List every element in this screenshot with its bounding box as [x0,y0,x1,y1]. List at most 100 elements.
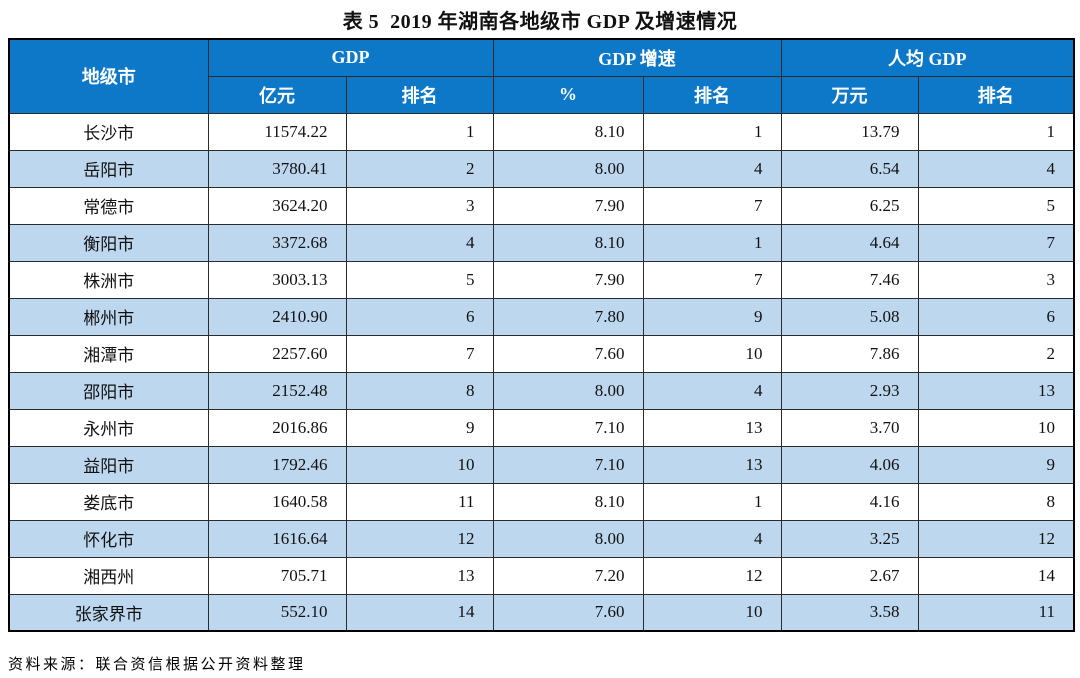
cell-growth: 8.00 [492,519,644,558]
cell-growth-rank: 7 [642,186,782,225]
col-header-gdp-unit: 亿元 [207,75,347,114]
cell-gdp-rank: 4 [345,223,494,262]
cell-growth: 7.60 [492,593,644,632]
table-row: 湘西州 705.71 13 7.20 12 2.67 14 [8,556,1075,595]
cell-per-capita-rank: 10 [917,408,1075,447]
table-row: 衡阳市 3372.68 4 8.10 1 4.64 7 [8,223,1075,262]
cell-per-capita: 6.25 [780,186,919,225]
cell-per-capita: 2.93 [780,371,919,410]
cell-per-capita-rank: 8 [917,482,1075,521]
cell-gdp-rank: 5 [345,260,494,299]
cell-growth: 7.20 [492,556,644,595]
cell-growth: 8.00 [492,149,644,188]
cell-city: 株洲市 [8,260,209,299]
cell-growth: 7.80 [492,297,644,336]
col-header-per-capita-unit: 万元 [780,75,919,114]
cell-city: 常德市 [8,186,209,225]
cell-per-capita: 13.79 [780,112,919,151]
cell-per-capita-rank: 4 [917,149,1075,188]
table-row: 岳阳市 3780.41 2 8.00 4 6.54 4 [8,149,1075,188]
cell-city: 郴州市 [8,297,209,336]
cell-per-capita-rank: 7 [917,223,1075,262]
cell-gdp-rank: 14 [345,593,494,632]
cell-gdp-rank: 11 [345,482,494,521]
table-row: 张家界市 552.10 14 7.60 10 3.58 11 [8,593,1075,632]
cell-city: 怀化市 [8,519,209,558]
col-header-per-capita-rank: 排名 [917,75,1075,114]
cell-per-capita: 5.08 [780,297,919,336]
table-row: 永州市 2016.86 9 7.10 13 3.70 10 [8,408,1075,447]
cell-growth: 8.10 [492,112,644,151]
cell-gdp-rank: 8 [345,371,494,410]
cell-growth-rank: 1 [642,223,782,262]
cell-city: 娄底市 [8,482,209,521]
cell-gdp: 1616.64 [207,519,347,558]
cell-per-capita-rank: 6 [917,297,1075,336]
cell-growth: 8.10 [492,482,644,521]
source-note: 资料来源：联合资信根据公开资料整理 [8,657,306,673]
col-header-gdp-rank: 排名 [345,75,494,114]
table-row: 株洲市 3003.13 5 7.90 7 7.46 3 [8,260,1075,299]
gdp-table: 地级市 GDP GDP 增速 人均 GDP 亿元 排名 % 排名 万元 排名 长… [8,38,1076,632]
table-row: 邵阳市 2152.48 8 8.00 4 2.93 13 [8,371,1075,410]
cell-growth-rank: 10 [642,334,782,373]
cell-per-capita: 7.46 [780,260,919,299]
table-row: 郴州市 2410.90 6 7.80 9 5.08 6 [8,297,1075,336]
cell-city: 湘潭市 [8,334,209,373]
cell-gdp-rank: 9 [345,408,494,447]
col-header-growth-rank: 排名 [642,75,782,114]
cell-growth-rank: 4 [642,149,782,188]
table-row: 益阳市 1792.46 10 7.10 13 4.06 9 [8,445,1075,484]
cell-city: 衡阳市 [8,223,209,262]
cell-per-capita: 6.54 [780,149,919,188]
cell-gdp-rank: 2 [345,149,494,188]
cell-growth-rank: 4 [642,519,782,558]
cell-gdp: 1792.46 [207,445,347,484]
cell-per-capita-rank: 14 [917,556,1075,595]
table-row: 怀化市 1616.64 12 8.00 4 3.25 12 [8,519,1075,558]
cell-growth: 7.60 [492,334,644,373]
cell-gdp: 552.10 [207,593,347,632]
cell-per-capita: 4.64 [780,223,919,262]
cell-growth: 7.90 [492,260,644,299]
cell-city: 邵阳市 [8,371,209,410]
cell-gdp: 2257.60 [207,334,347,373]
cell-gdp-rank: 1 [345,112,494,151]
cell-city: 岳阳市 [8,149,209,188]
table-header: 地级市 GDP GDP 增速 人均 GDP 亿元 排名 % 排名 万元 排名 [8,38,1075,114]
cell-gdp: 3003.13 [207,260,347,299]
col-header-gdp: GDP [207,38,494,77]
cell-gdp: 705.71 [207,556,347,595]
cell-city: 张家界市 [8,593,209,632]
cell-per-capita: 3.70 [780,408,919,447]
cell-growth-rank: 1 [642,482,782,521]
table-body: 长沙市 11574.22 1 8.10 1 13.79 1 岳阳市 3780.4… [8,112,1075,632]
table-row: 常德市 3624.20 3 7.90 7 6.25 5 [8,186,1075,225]
cell-per-capita-rank: 12 [917,519,1075,558]
table-row: 湘潭市 2257.60 7 7.60 10 7.86 2 [8,334,1075,373]
cell-gdp-rank: 12 [345,519,494,558]
cell-gdp: 2152.48 [207,371,347,410]
cell-gdp: 1640.58 [207,482,347,521]
group-header-row: 地级市 GDP GDP 增速 人均 GDP [8,38,1075,114]
col-header-growth-unit: % [492,75,644,114]
cell-growth-rank: 7 [642,260,782,299]
cell-gdp: 3624.20 [207,186,347,225]
cell-growth: 7.10 [492,408,644,447]
cell-growth-rank: 13 [642,445,782,484]
sub-header-row: 亿元 排名 % 排名 万元 排名 [9,75,1075,114]
cell-gdp-rank: 3 [345,186,494,225]
cell-growth: 8.10 [492,223,644,262]
cell-per-capita: 7.86 [780,334,919,373]
col-header-city: 地级市 [8,38,209,114]
cell-city: 湘西州 [8,556,209,595]
cell-per-capita-rank: 2 [917,334,1075,373]
cell-city: 长沙市 [8,112,209,151]
table-row: 娄底市 1640.58 11 8.10 1 4.16 8 [8,482,1075,521]
cell-city: 永州市 [8,408,209,447]
cell-gdp: 3372.68 [207,223,347,262]
cell-per-capita: 4.16 [780,482,919,521]
cell-per-capita: 4.06 [780,445,919,484]
cell-per-capita-rank: 11 [917,593,1075,632]
